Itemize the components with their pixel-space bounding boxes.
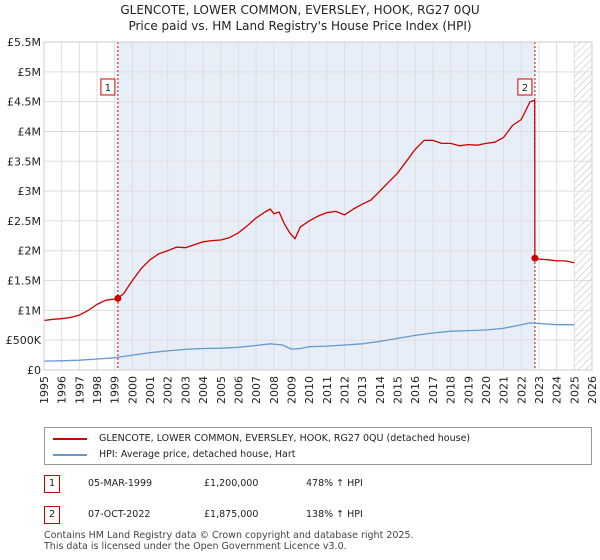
footer: Contains HM Land Registry data © Crown c… (44, 530, 414, 552)
x-tick-label-2003: 2003 (179, 376, 192, 404)
sale-label-text-2: 2 (522, 83, 528, 94)
sale-label-box-1: 1 (100, 78, 116, 96)
y-tick-label-11: £5.5M (7, 36, 41, 49)
legend-entry-property: GLENCOTE, LOWER COMMON, EVERSLEY, HOOK, … (53, 432, 470, 446)
y-tick-label-0: £0 (27, 364, 41, 377)
sale-hpi-1: 478% ↑ HPI (306, 478, 363, 489)
x-tick-label-2020: 2020 (480, 376, 493, 404)
y-tick-label-10: £5M (18, 66, 42, 79)
sale-row-2: 2 07-OCT-2022 £1,875,000 138% ↑ HPI (44, 506, 444, 526)
x-tick-label-2017: 2017 (427, 376, 440, 404)
legend-label-hpi: HPI: Average price, detached house, Hart (99, 449, 296, 460)
footer-line-2: This data is licensed under the Open Gov… (44, 541, 347, 552)
y-tick-label-6: £3M (18, 185, 42, 198)
y-tick-label-2: £1M (18, 304, 42, 317)
y-tick-label-1: £500K (6, 334, 42, 347)
x-tick-label-2022: 2022 (515, 376, 528, 404)
sale-point-2 (531, 254, 539, 262)
plot-border (43, 41, 593, 371)
series-line-property (43, 99, 575, 322)
y-tick-label-3: £1.5M (7, 275, 41, 288)
legend-label-property: GLENCOTE, LOWER COMMON, EVERSLEY, HOOK, … (99, 433, 471, 444)
legend-line-red (53, 438, 87, 440)
chart: GLENCOTE, LOWER COMMON, EVERSLEY, HOOK, … (6, 3, 599, 404)
x-tick-label-2013: 2013 (356, 376, 369, 404)
y-tick-label-8: £4M (18, 125, 42, 138)
sale-label-text-1: 1 (105, 83, 111, 94)
sale-price-1: £1,200,000 (204, 478, 259, 489)
x-tick-label-2021: 2021 (498, 376, 511, 404)
x-tick-label-1999: 1999 (109, 376, 122, 404)
legend-entry-hpi: HPI: Average price, detached house, Hart (53, 448, 295, 462)
x-tick-label-2014: 2014 (374, 376, 387, 404)
x-tick-label-1998: 1998 (91, 376, 104, 404)
x-tick-label-1996: 1996 (56, 376, 69, 404)
x-tick-label-1997: 1997 (73, 376, 86, 404)
x-tick-label-2012: 2012 (339, 376, 352, 404)
x-tick-label-2016: 2016 (409, 376, 422, 404)
x-tick-label-2000: 2000 (126, 376, 139, 404)
x-tick-label-2015: 2015 (392, 376, 405, 404)
series-line-hpi (43, 322, 575, 362)
forecast-hatch (574, 42, 592, 370)
x-tick-label-2007: 2007 (250, 376, 263, 404)
y-tick-label-4: £2M (18, 245, 42, 258)
y-tick-label-5: £2.5M (7, 215, 41, 228)
x-tick-label-2008: 2008 (268, 376, 281, 404)
sale-label-rect-2 (517, 78, 533, 96)
sale-date-1: 05-MAR-1999 (88, 478, 153, 489)
y-tick-label-9: £4.5M (7, 96, 41, 109)
sale-row-1: 1 05-MAR-1999 £1,200,000 478% ↑ HPI (44, 475, 444, 495)
legend: GLENCOTE, LOWER COMMON, EVERSLEY, HOOK, … (44, 427, 592, 465)
sale-price-2: £1,875,000 (204, 509, 259, 520)
sale-point-1 (114, 294, 122, 302)
legend-line-blue (53, 454, 87, 456)
sale-badge-2: 2 (44, 506, 60, 524)
sale-hpi-2: 138% ↑ HPI (306, 509, 363, 520)
x-tick-label-2005: 2005 (215, 376, 228, 404)
x-tick-label-2009: 2009 (285, 376, 298, 404)
sale-badge-1: 1 (44, 475, 60, 493)
x-tick-label-2010: 2010 (303, 376, 316, 404)
x-tick-label-2025: 2025 (568, 376, 581, 404)
sale-label-box-2: 2 (517, 78, 533, 96)
x-tick-label-2006: 2006 (232, 376, 245, 404)
x-tick-label-2024: 2024 (551, 376, 564, 404)
sale-date-2: 07-OCT-2022 (88, 509, 151, 520)
x-tick-label-2026: 2026 (586, 376, 599, 404)
x-tick-label-2019: 2019 (462, 376, 475, 404)
x-tick-label-2002: 2002 (162, 376, 175, 404)
x-tick-label-2004: 2004 (197, 376, 210, 404)
y-tick-label-7: £3.5M (7, 155, 41, 168)
x-tick-label-2011: 2011 (321, 376, 334, 404)
x-tick-label-2001: 2001 (144, 376, 157, 404)
chart-title-line-1: GLENCOTE, LOWER COMMON, EVERSLEY, HOOK, … (120, 3, 479, 17)
x-tick-label-2023: 2023 (533, 376, 546, 404)
chart-title-line-2: Price paid vs. HM Land Registry's House … (128, 19, 471, 33)
x-tick-label-2018: 2018 (445, 376, 458, 404)
footer-line-1: Contains HM Land Registry data © Crown c… (44, 530, 414, 541)
sale-label-rect-1 (100, 78, 116, 96)
x-tick-label-1995: 1995 (38, 376, 51, 404)
